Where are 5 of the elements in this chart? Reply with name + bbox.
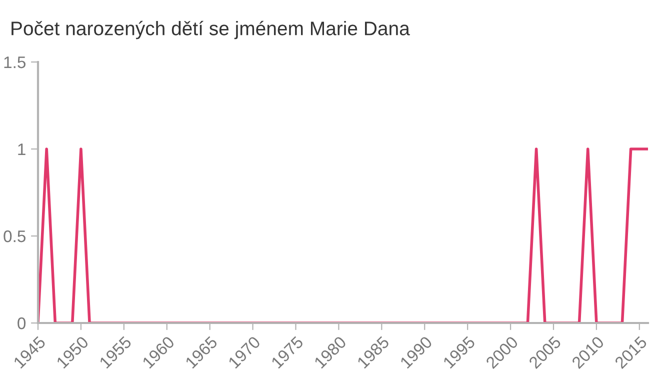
y-tick-label: 0.5 [4,230,26,242]
y-tick-label: 1 [18,144,26,156]
y-tick-label: 1.5 [4,56,26,68]
y-tick-label: 0 [18,317,26,330]
chart-title: Počet narozených dětí se jménem Marie Dana [12,20,410,40]
